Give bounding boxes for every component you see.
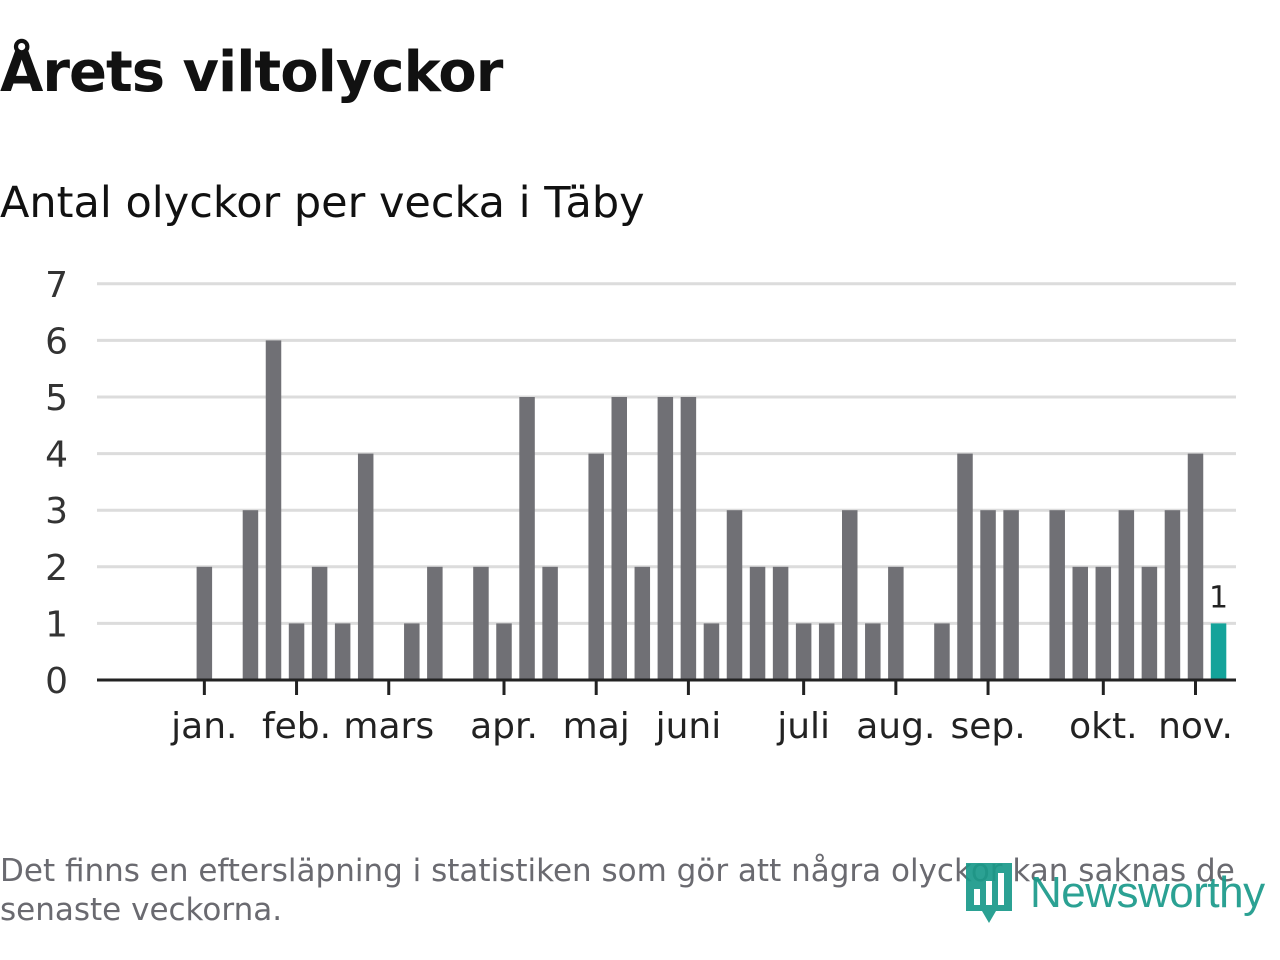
bar: [496, 623, 512, 680]
x-tick-label: juni: [655, 706, 722, 747]
y-tick-label: 3: [45, 491, 68, 532]
bar: [311, 566, 328, 680]
bar: [1187, 453, 1204, 680]
bar: [473, 566, 489, 680]
bar: [196, 566, 213, 680]
data-labels: 1: [1209, 580, 1228, 615]
bar: [265, 340, 282, 680]
chart-subtitle: Antal olyckor per vecka i Täby: [0, 178, 645, 228]
bar: [726, 510, 743, 680]
bar: [1118, 510, 1135, 680]
bar: [1072, 566, 1088, 680]
bar: [795, 623, 812, 680]
bar: [865, 623, 881, 680]
x-axis: jan. feb. mars apr. maj juni juli aug. sep. okt. n…: [97, 678, 1236, 747]
bar: [588, 453, 604, 680]
y-tick-label: 5: [45, 378, 68, 419]
newsworthy-logo: Newsworthy: [962, 858, 1265, 928]
bar: [404, 623, 420, 680]
x-tick-label: juli: [776, 706, 830, 747]
y-tick-label: 2: [45, 548, 68, 589]
bar: [1003, 510, 1019, 680]
bar: [888, 566, 904, 680]
bars: [196, 340, 1227, 680]
bar-highlight: [1210, 623, 1227, 680]
bar: [357, 453, 374, 680]
bar: [680, 397, 697, 680]
x-tick-label: mars: [343, 706, 434, 747]
bar: [611, 397, 627, 680]
bar: [749, 566, 766, 680]
x-tick-label: sep.: [950, 706, 1025, 747]
bar: [980, 510, 996, 680]
x-tick-label: jan.: [170, 706, 237, 747]
x-tick-label: feb.: [262, 706, 331, 747]
x-tick-label: aug.: [856, 706, 935, 747]
y-axis-ticks: 0 1 2 3 4 5 6 7: [45, 265, 68, 702]
data-label-latest: 1: [1209, 580, 1228, 615]
logo-text: Newsworthy: [1030, 868, 1265, 917]
bar: [934, 623, 950, 680]
bar: [427, 566, 443, 680]
bar: [657, 397, 674, 680]
bar: [772, 566, 789, 680]
x-tick-label: okt.: [1069, 706, 1137, 747]
newsworthy-logo-icon: [966, 863, 1012, 923]
bar: [957, 453, 973, 680]
y-tick-label: 0: [45, 661, 68, 702]
bar: [242, 510, 259, 680]
y-tick-label: 7: [45, 265, 68, 306]
bar: [334, 623, 351, 680]
bar: [842, 510, 858, 680]
bar: [519, 397, 535, 680]
footnote: Det finns en eftersläpning i statistiken…: [0, 853, 1235, 928]
y-tick-label: 6: [45, 321, 68, 362]
x-tick-label: nov.: [1158, 706, 1233, 747]
bar: [1095, 566, 1112, 680]
y-tick-label: 4: [45, 435, 68, 476]
x-tick-label: apr.: [470, 706, 538, 747]
bar: [288, 623, 305, 680]
bar: [634, 566, 651, 680]
x-tick-label: maj: [563, 706, 630, 747]
y-tick-label: 1: [45, 604, 68, 645]
bar: [1049, 510, 1065, 680]
chart-title: Årets viltolyckor: [0, 40, 503, 105]
bar: [1141, 566, 1158, 680]
weekly-accidents-bar-chart: 0 1 2 3 4 5 6 7 jan. feb. mars apr. maj juni juli aug.…: [45, 265, 1236, 747]
bar: [1164, 510, 1181, 680]
bar: [542, 566, 558, 680]
bar: [818, 623, 835, 680]
bar: [703, 623, 720, 680]
